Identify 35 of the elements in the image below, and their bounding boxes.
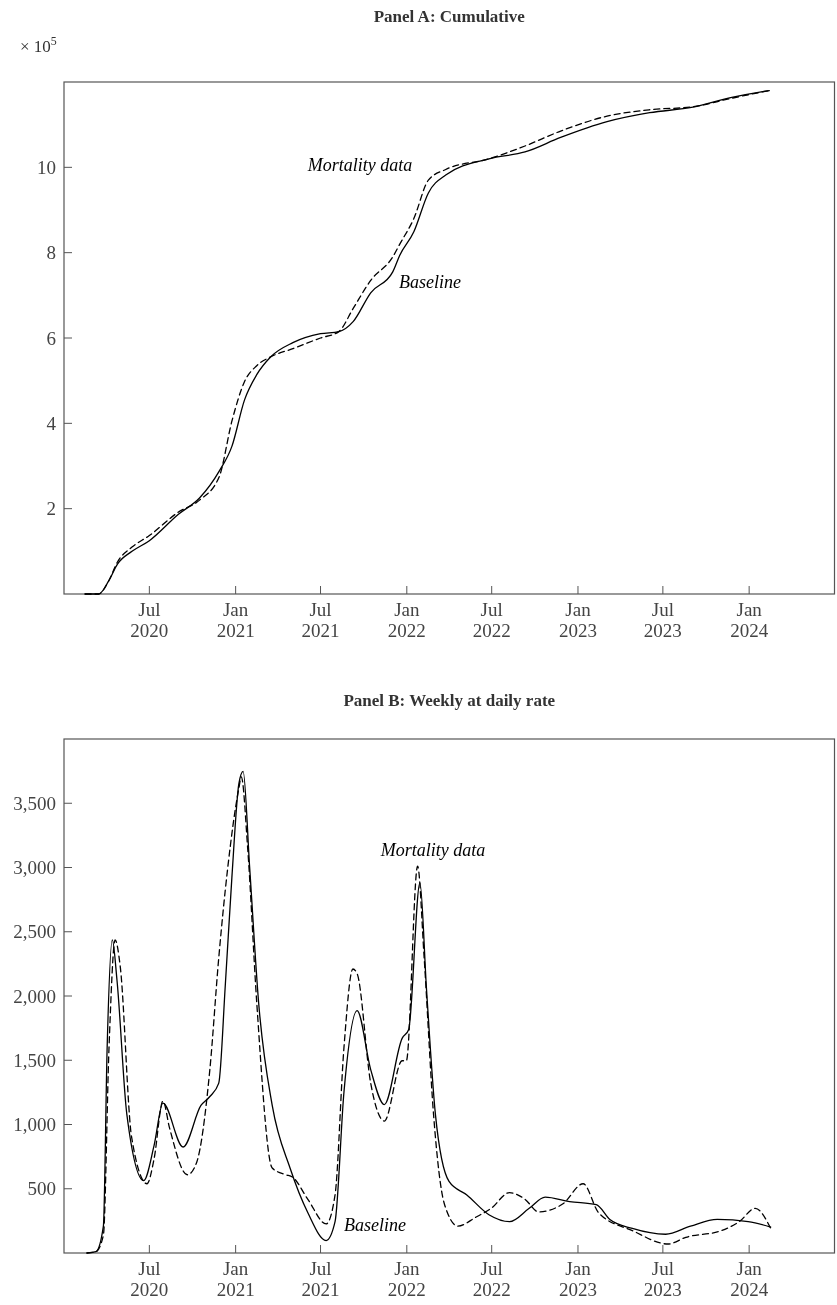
y-tick-label: 6 [46, 327, 56, 349]
y-tick-label: 2 [46, 498, 56, 520]
y-tick-label: 1,000 [13, 1114, 56, 1136]
y-tick-label: 500 [27, 1178, 56, 1200]
x-tick-label: Jan 2023 [558, 1258, 597, 1300]
y-tick-label: 8 [46, 242, 56, 264]
x-tick-label: Jul 2020 [130, 599, 169, 641]
x-tick-label: Jan 2022 [387, 1258, 426, 1300]
x-tick-label: Jan 2021 [216, 1258, 255, 1300]
y-tick-label: 4 [46, 412, 57, 434]
series-label: Mortality data [379, 840, 486, 861]
x-tick-label: Jul 2023 [643, 599, 682, 641]
chart-title: Panel A: Cumulative [373, 7, 526, 26]
x-tick-label: Jan 2024 [730, 1258, 769, 1300]
x-tick-label: Jul 2021 [301, 599, 340, 641]
series-label: Baseline [344, 1215, 406, 1236]
x-tick-label: Jan 2023 [558, 599, 597, 641]
y-tick-label: 2,500 [13, 921, 56, 943]
y-axis-title: × 10$^{5}$ [20, 34, 57, 56]
x-tick-label: Jan 2021 [216, 599, 255, 641]
y-tick-label: 10 [37, 156, 56, 178]
x-tick-label: Jul 2023 [643, 1258, 682, 1300]
x-tick-label: Jan 2022 [387, 599, 426, 641]
x-tick-label: Jul 2021 [301, 1258, 340, 1300]
x-tick-label: Jul 2022 [472, 1258, 511, 1300]
y-tick-label: 3,500 [13, 792, 56, 814]
x-tick-label: Jul 2020 [130, 1258, 169, 1300]
x-tick-label: Jul 2022 [472, 599, 511, 641]
x-tick-label: Jan 2024 [730, 599, 769, 641]
series-label: Baseline [399, 272, 461, 293]
y-tick-label: 1,500 [13, 1049, 56, 1071]
y-tick-label: 2,000 [13, 985, 56, 1007]
series-label: Mortality data [306, 155, 413, 176]
chart-title: Panel B: Weekly at daily rate [343, 691, 556, 710]
y-tick-label: 3,000 [13, 857, 56, 879]
